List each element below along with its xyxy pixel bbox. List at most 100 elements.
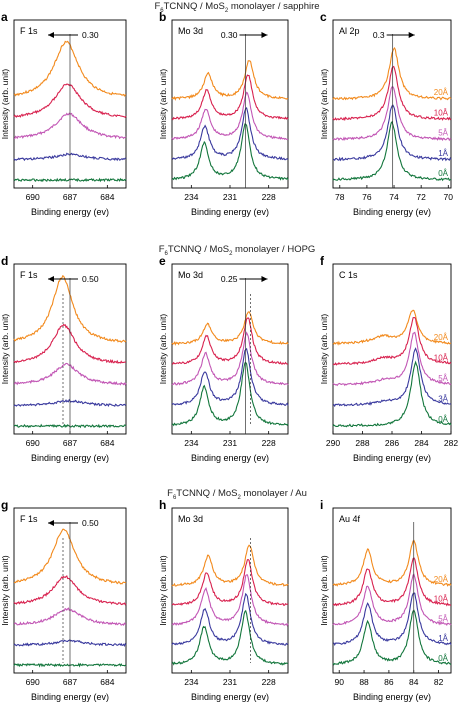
series-line-0A [171, 123, 289, 181]
x-tick-label: 288 [355, 438, 369, 448]
series-label: 0Å [438, 169, 448, 178]
shift-label: 0.25 [221, 274, 238, 284]
series-line-10A [171, 317, 289, 365]
panel-e: e Mo 3d Intensity (arb. unit) Binding energ… [158, 254, 289, 463]
x-tick-label: 88 [359, 677, 369, 687]
inset-label: Al 2p [339, 26, 360, 36]
x-tick-label: 78 [335, 192, 345, 202]
series-label: 0Å [438, 415, 448, 424]
panel-g: g F 1s Intensity (arb. unit) Binding energy… [0, 498, 127, 702]
row-title-hopg: F6TCNNQ / MoS2 monolayer / HOPG [158, 244, 316, 257]
y-axis-label: Intensity (arb. unit) [0, 555, 10, 626]
x-axis-label: Binding energy (ev) [31, 453, 109, 463]
series-line-20A [332, 46, 452, 101]
series-line-20A [332, 309, 452, 346]
plot-frame [332, 263, 452, 435]
x-tick-label: 282 [444, 438, 458, 448]
series-label: 20Å [434, 575, 449, 584]
panel-b: b Mo 3d Intensity (arb. unit) Binding energ… [158, 10, 289, 217]
x-tick-label: 234 [184, 192, 198, 202]
y-axis-label: Intensity (arb. unit) [319, 555, 329, 626]
series-line-20A [332, 539, 452, 587]
panel-a: a F 1s Intensity (arb. unit) Binding energy… [0, 10, 127, 217]
x-tick-label: 690 [26, 677, 40, 687]
series-line-3A [333, 347, 452, 408]
panel-letter: a [1, 10, 8, 24]
y-axis-label: Intensity (arb. unit) [158, 555, 168, 626]
y-axis-label: Intensity (arb. unit) [158, 314, 168, 385]
series-label: 1Å [438, 634, 448, 643]
series-line-20A [171, 544, 289, 587]
series-label: 10Å [434, 108, 449, 117]
x-tick-label: 86 [384, 677, 394, 687]
series-line-5A [171, 91, 289, 141]
shift-label: 0.50 [82, 518, 99, 528]
panel-letter: i [320, 498, 323, 512]
inset-label: F 1s [20, 514, 38, 524]
series-label: 10Å [434, 595, 449, 604]
series-label: 5Å [438, 129, 448, 138]
series-line-1A [171, 592, 289, 646]
series-line-1A [332, 104, 452, 162]
arrow-head [48, 32, 54, 38]
x-tick-label: 234 [184, 677, 198, 687]
series-line-10A [332, 316, 452, 366]
x-tick-label: 231 [223, 438, 237, 448]
series-line-1A [333, 592, 452, 647]
x-tick-label: 72 [416, 192, 426, 202]
shift-label: 0.50 [82, 274, 99, 284]
series-label: 20Å [434, 333, 449, 342]
y-axis-label: Intensity (arb. unit) [319, 69, 329, 140]
series-label: 0Å [438, 654, 448, 663]
panel-f: f C 1s Intensity (arb. unit) Binding energy… [319, 254, 458, 463]
inset-label: F 1s [20, 26, 38, 36]
x-tick-label: 684 [100, 677, 114, 687]
series-line-5A [171, 331, 289, 386]
plot-frame [171, 507, 289, 674]
panel-letter: h [159, 498, 166, 512]
x-tick-label: 690 [26, 192, 40, 202]
x-tick-label: 284 [414, 438, 428, 448]
x-axis-label: Binding energy (ev) [191, 692, 269, 702]
inset-label: Mo 3d [178, 26, 203, 36]
series-line-5A [171, 574, 289, 627]
series-line-0A [171, 361, 289, 427]
arrow-head [261, 276, 268, 282]
series-line-5A [332, 331, 452, 387]
row-title-sapphire: F6TCNNQ / MoS2 monolayer / sapphire [154, 1, 320, 14]
plot-frame [332, 507, 452, 674]
inset-label: C 1s [339, 270, 358, 280]
series-line-0A [332, 360, 452, 428]
x-tick-label: 687 [63, 192, 77, 202]
x-axis-label: Binding energy (ev) [191, 453, 269, 463]
x-tick-label: 76 [362, 192, 372, 202]
x-tick-label: 231 [223, 192, 237, 202]
series-line-3A [171, 347, 289, 406]
shift-label: 0.3 [373, 30, 385, 40]
plot-frame [171, 19, 289, 189]
x-tick-label: 228 [262, 192, 276, 202]
arrow-head [48, 520, 54, 526]
x-tick-label: 290 [326, 438, 340, 448]
x-tick-label: 74 [389, 192, 399, 202]
series-line-10A [332, 65, 452, 122]
series-label: 10Å [434, 354, 449, 363]
y-axis-label: Intensity (arb. unit) [0, 314, 10, 385]
x-axis-label: Binding energy (ev) [31, 692, 109, 702]
panel-d: d F 1s Intensity (arb. unit) Binding energy… [0, 254, 127, 463]
x-tick-label: 90 [334, 677, 344, 687]
panel-c: c Al 2p Intensity (arb. unit) Binding energ… [319, 10, 453, 217]
y-axis-label: Intensity (arb. unit) [158, 69, 168, 140]
plot-frame [171, 263, 289, 435]
x-tick-label: 82 [434, 677, 444, 687]
series-line-10A [332, 556, 452, 607]
x-tick-label: 84 [409, 677, 419, 687]
arrow-head [261, 32, 268, 38]
shift-label: 0.30 [221, 30, 238, 40]
x-axis-label: Binding energy (ev) [191, 207, 269, 217]
series-line-0A [332, 609, 452, 666]
row-title-au: F6TCNNQ / MoS2 monolayer / Au [167, 488, 307, 501]
x-tick-label: 70 [444, 192, 454, 202]
inset-label: Mo 3d [178, 270, 203, 280]
arrow-head [48, 276, 54, 282]
